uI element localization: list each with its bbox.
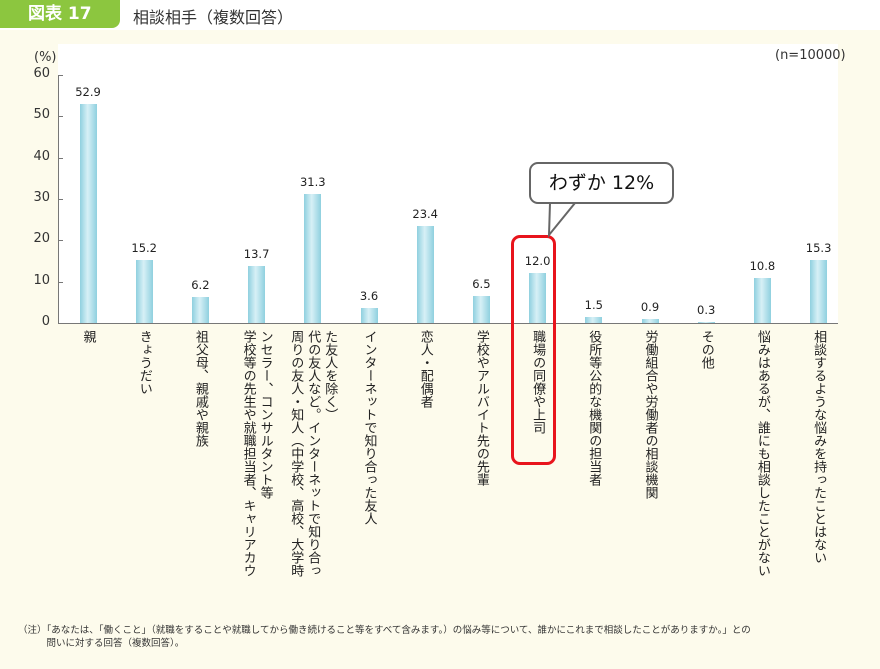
footnote-line-1: （注）「あなたは、「働くこと」（就職をすることや就職してから働き続けること等をす… [18,625,751,636]
category-label: 祖父母、親戚や親族 [192,330,208,447]
bar [472,296,490,323]
bar-value-label: 15.3 [805,240,832,255]
footnote-line-2: 問いに対する回答（複数回答）。 [18,638,185,649]
y-tick-mark [58,157,63,159]
bar-value-label: 12.0 [524,254,551,269]
bar [697,321,715,324]
bar [585,316,603,323]
category-label: 職場の同僚や上司 [530,330,546,434]
figure-badge: 図表 17 [0,0,120,28]
plot-area [58,44,838,323]
sample-size: (n=10000) [775,48,846,63]
y-tick-label: 30 [33,190,50,205]
bar [416,226,434,323]
category-label: その他 [698,330,714,369]
bar [753,278,771,323]
category-label: 役所等公的な機関の担当者 [586,330,602,486]
bar [135,260,153,323]
bar-value-label: 0.9 [640,300,660,315]
footnote: （注）「あなたは、「働くこと」（就職をすることや就職してから働き続けること等をす… [18,624,868,650]
bar [191,297,209,323]
category-label: 親 [80,330,96,343]
callout-bubble: わずか 12% [529,162,674,204]
category-label: 悩みはあるが、誰にも相談したことがない [754,330,770,577]
category-label: インターネットで知り合った友人 [361,330,377,525]
category-label: 恋人・配偶者 [417,330,433,408]
bar-value-label: 31.3 [299,174,326,189]
bar-value-label: 10.8 [749,259,776,274]
callout-tail-icon [547,200,576,238]
bar-value-label: 15.2 [131,241,157,256]
y-tick-mark [58,281,63,283]
y-tick-mark [58,240,63,242]
y-tick-label: 50 [33,107,50,123]
bar-value-label: 3.6 [359,289,379,304]
bar-value-label: 6.5 [472,277,491,292]
bar-value-label: 6.2 [191,278,210,293]
y-tick-label: 60 [33,66,50,81]
bar-value-label: 23.4 [412,207,438,222]
bar-value-label: 13.7 [243,247,270,262]
category-label: 学校やアルバイト先の先輩 [473,330,489,486]
bar-value-label: 52.9 [75,85,101,100]
y-tick-mark [58,75,63,76]
bar [529,273,547,323]
y-axis-unit: (%) [34,50,57,65]
bar-value-label: 1.5 [584,297,603,312]
y-tick-label: 40 [33,148,50,164]
chart-title: 相談相手（複数回答） [133,8,294,27]
bar [248,266,266,323]
category-label: 労働組合や労働者の相談機関 [642,330,658,499]
category-label: きょうだい [136,330,152,395]
bar [79,104,97,323]
bar-value-label: 0.3 [697,302,716,317]
bar [304,193,322,323]
y-tick-label: 20 [33,231,50,247]
y-tick-mark [58,116,63,118]
category-label: 相談するような悩みを持ったことはない [811,330,827,564]
bar [810,259,828,323]
category-label: ンセラー、コンサルタント等 学校等の先生や就職担当者、キャリアカウ [240,330,273,577]
y-tick-label: 10 [33,272,50,288]
y-tick-mark [58,199,63,200]
y-tick-mark [58,323,63,324]
header: 図表 17 相談相手（複数回答） [0,0,880,30]
bar [360,308,378,323]
highlight-box [511,235,556,465]
category-label: た友人を除く） 代の友人など。インターネットで知り合っ 周りの友人・知人（中学校… [288,330,338,577]
x-axis [58,323,838,324]
y-tick-label: 0 [41,314,50,329]
bar [641,319,659,323]
